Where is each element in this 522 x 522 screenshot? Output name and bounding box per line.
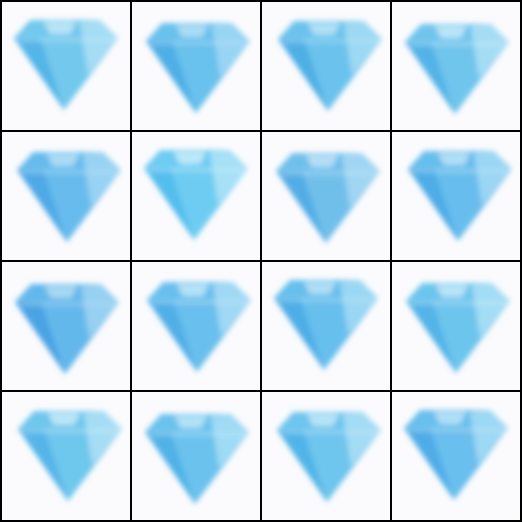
- diamond-icon: [15, 284, 119, 374]
- grid-tile: [392, 132, 520, 260]
- diamond-icon: [278, 21, 382, 111]
- grid-tile: [392, 2, 520, 130]
- grid-tile: [132, 2, 260, 130]
- diamond-icon: [405, 24, 509, 114]
- diamond-icon: [404, 410, 508, 500]
- grid-tile: [262, 262, 390, 390]
- grid-tile: [262, 392, 390, 520]
- diamond-icon: [18, 411, 122, 501]
- diamond-icon: [274, 280, 378, 370]
- grid-tile: [132, 262, 260, 390]
- grid-tile: [262, 2, 390, 130]
- diamond-icon: [406, 283, 510, 373]
- grid-tile: [132, 392, 260, 520]
- diamond-icon: [144, 150, 248, 240]
- diamond-icon: [147, 282, 251, 372]
- grid-tile: [2, 2, 130, 130]
- diamond-icon: [408, 151, 512, 241]
- diamond-icon: [14, 20, 118, 110]
- grid-tile: [262, 132, 390, 260]
- grid-tile: [2, 392, 130, 520]
- grid-tile: [392, 262, 520, 390]
- diamond-icon: [146, 23, 250, 113]
- diamond-icon: [145, 414, 249, 504]
- diamond-icon: [276, 153, 380, 243]
- grid-tile: [2, 132, 130, 260]
- grid-tile: [2, 262, 130, 390]
- diamond-icon: [17, 152, 121, 242]
- grid-tile: [392, 392, 520, 520]
- grid-tile: [132, 132, 260, 260]
- diamond-icon: [277, 412, 381, 502]
